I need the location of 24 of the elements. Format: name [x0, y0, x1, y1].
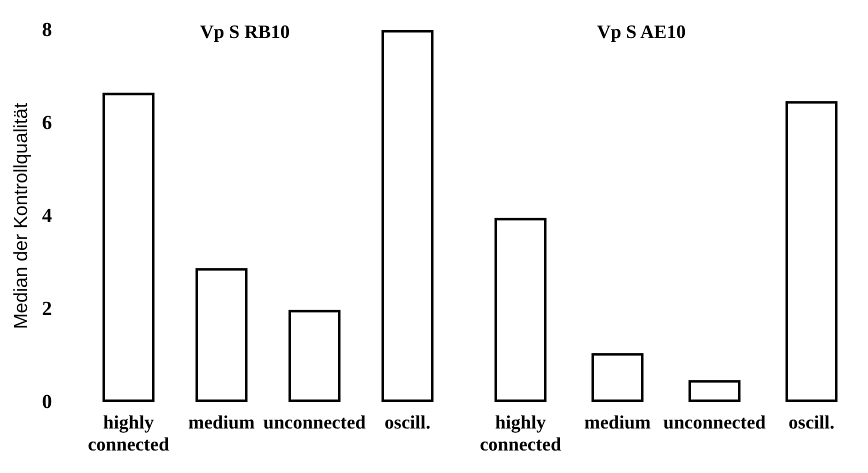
- y-axis-title: Median der Kontrollqualität: [11, 102, 32, 330]
- x-tick-label: oscill.: [788, 412, 834, 434]
- y-tick-label: 4: [42, 205, 52, 227]
- x-tick-label: unconnected: [663, 412, 766, 434]
- chart-title: Vp S AE10: [597, 22, 686, 43]
- bar: [382, 30, 434, 402]
- x-tick-label: oscill.: [384, 412, 430, 434]
- bar: [196, 268, 248, 402]
- chart-title: Vp S RB10: [200, 22, 290, 43]
- x-tick-label: unconnected: [263, 412, 366, 434]
- x-tick-label: medium: [188, 412, 255, 434]
- bar: [102, 92, 154, 402]
- bar: [288, 310, 340, 402]
- x-tick-label: highly connected: [88, 412, 170, 456]
- bar: [786, 101, 838, 402]
- y-tick-label: 6: [42, 112, 52, 134]
- bar: [592, 353, 644, 402]
- y-tick-label: 8: [42, 19, 52, 41]
- y-tick-label: 2: [42, 298, 52, 320]
- bar: [688, 380, 740, 402]
- x-tick-label: highly connected: [480, 412, 562, 456]
- x-tick-label: medium: [584, 412, 651, 434]
- y-tick-label: 0: [42, 391, 52, 413]
- bar: [494, 218, 546, 402]
